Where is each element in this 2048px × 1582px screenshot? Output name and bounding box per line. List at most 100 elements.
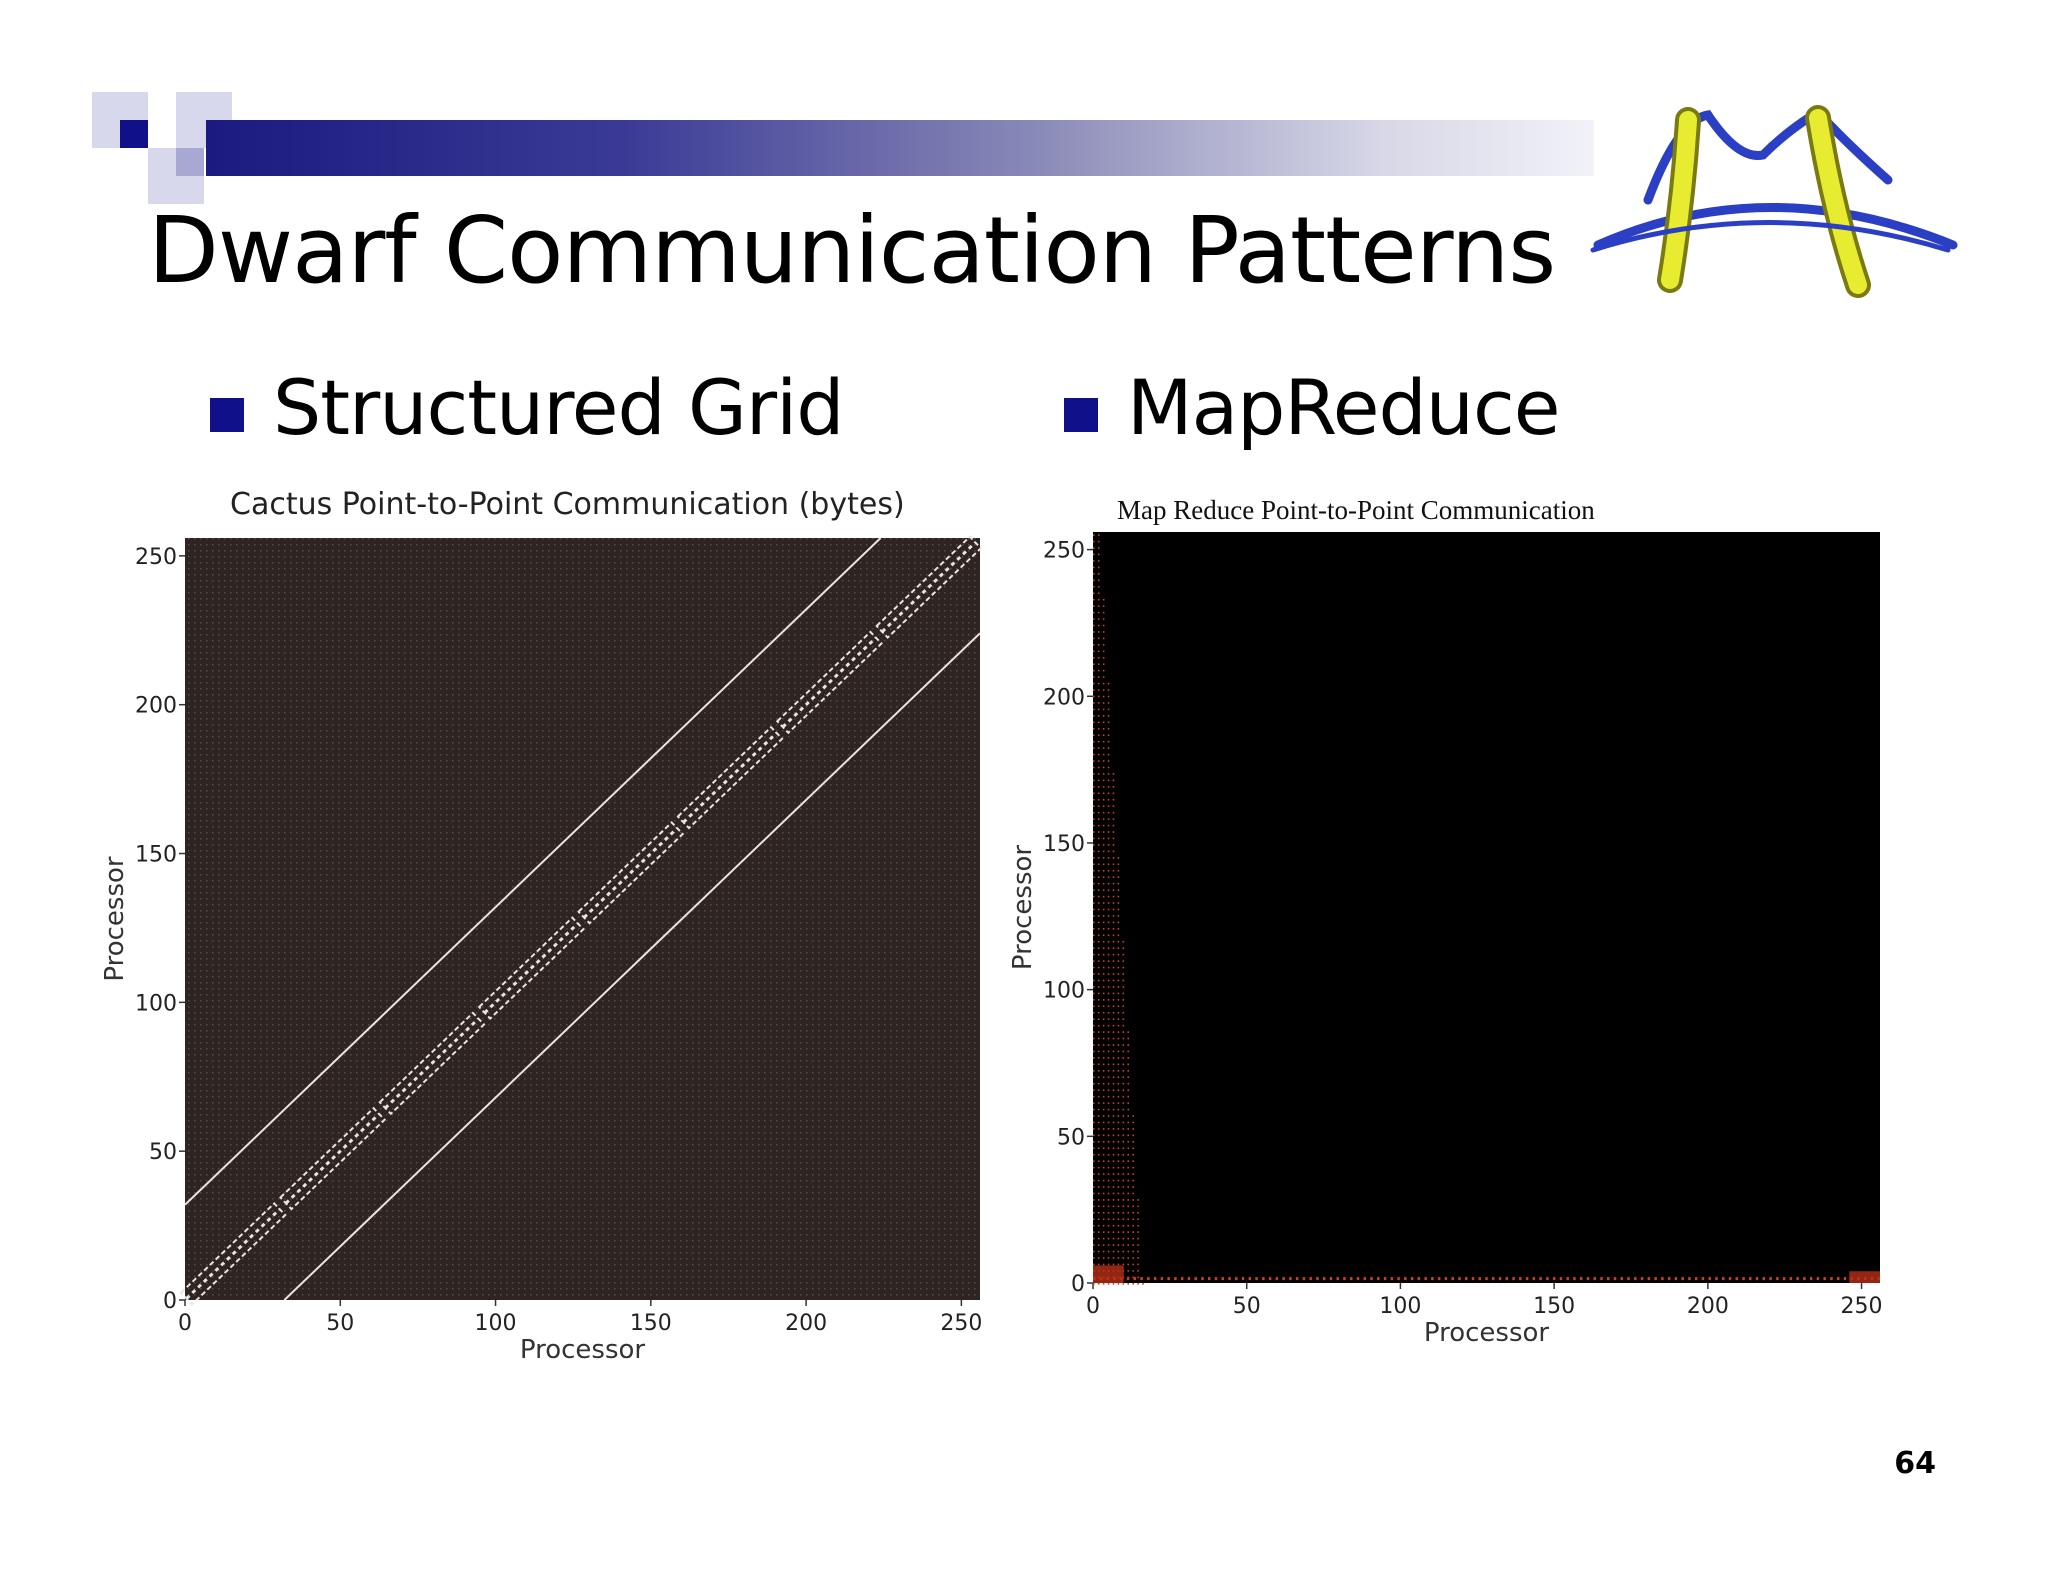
comm-dot [1132,1166,1134,1169]
comm-dot [1097,805,1100,808]
comm-dot [1107,1115,1110,1117]
comm-dot [1127,1160,1130,1162]
comm-dot [1107,928,1110,930]
comm-dot [1126,1277,1130,1281]
comm-dot [1097,631,1100,633]
comm-dot [1552,1277,1556,1281]
comm-dot [1302,1277,1306,1281]
x-tick-label: 150 [1533,1294,1575,1319]
comm-dot [1107,734,1110,737]
comm-dot [1093,656,1095,659]
comm-dot [1093,689,1095,691]
comm-dot [1102,792,1105,795]
comm-dot [1097,676,1100,678]
comm-dot [1127,1166,1130,1169]
comm-dot [1127,1102,1130,1104]
comm-dot [1112,831,1115,833]
comm-dot [1620,1277,1624,1281]
comm-dot [1107,1205,1110,1208]
comm-dot [1093,566,1095,569]
comm-dot [1107,902,1110,904]
comm-dot [1097,915,1100,917]
y-axis-label: Processor [1008,845,1038,971]
comm-dot [1112,1102,1115,1104]
comm-dot [1093,1128,1095,1130]
comm-dot [1093,876,1095,879]
comm-dot [1546,1277,1549,1281]
comm-dot [1097,1224,1100,1227]
comm-dot [1117,1082,1120,1085]
comm-dot [1107,818,1110,820]
comm-dot [1102,863,1105,866]
comm-dot [1097,1186,1100,1188]
comm-dot [1097,1063,1100,1066]
comm-dot [1093,1205,1095,1208]
comm-dot [1107,1011,1110,1014]
comm-dot [1107,1082,1110,1085]
comm-dot [1117,1283,1120,1285]
comm-dot [1127,1076,1130,1079]
comm-dot [1112,1018,1115,1020]
comm-dot [1102,1134,1105,1137]
comm-dot [1112,1147,1115,1150]
comm-dot [1137,1224,1139,1227]
comm-dot [1097,1070,1100,1072]
comm-dot [1093,863,1095,866]
comm-dot [1329,1277,1333,1281]
comm-dot [1107,1128,1110,1130]
comm-dot [1132,1218,1134,1221]
comm-dot [1102,1089,1105,1091]
comm-dot [1102,1218,1105,1221]
chart-title: Cactus Point-to-Point Communication (byt… [230,487,905,522]
comm-dot [1112,1115,1115,1117]
comm-dot [1112,966,1115,969]
comm-dot [1207,1277,1211,1281]
comm-dot [1107,695,1110,698]
comm-dot [1117,1115,1120,1117]
comm-dot [1112,792,1115,795]
comm-dot [1097,715,1100,717]
comm-dot [1093,702,1095,704]
comm-dot [1107,727,1110,730]
comm-dot [1107,1224,1110,1227]
comm-dot [1102,702,1105,704]
comm-dot [1097,824,1100,827]
comm-dot [1117,960,1120,962]
comm-dot [1647,1277,1651,1281]
comm-dot [1102,598,1105,601]
comm-dot [1107,1244,1110,1246]
comm-dot [1097,779,1100,782]
comm-dot [1093,682,1095,685]
comm-dot [1107,882,1110,885]
x-tick-label: 50 [326,1311,354,1336]
comm-dot [1112,1237,1115,1240]
comm-dot [1458,1277,1461,1281]
comm-dot [1093,798,1095,801]
comm-dot [1539,1277,1542,1281]
comm-dot [1097,656,1100,659]
comm-dot [1107,895,1110,898]
comm-dot [1122,1024,1125,1027]
comm-dot [1112,882,1115,885]
comm-dot [1512,1277,1515,1281]
diagonal-block [179,1202,287,1306]
comm-dot [1093,727,1095,730]
comm-dot [1749,1277,1752,1281]
comm-dot [1093,740,1095,743]
comm-dot [1390,1277,1394,1281]
comm-dot [1221,1277,1225,1281]
comm-dot [1117,1244,1120,1246]
comm-dot [1132,1128,1134,1130]
comm-dot [1097,650,1100,653]
comm-dot [1112,1108,1115,1111]
comm-dot [1107,908,1110,911]
comm-dot [1093,579,1095,582]
comm-dot [1112,1089,1115,1091]
comm-dot [1093,1263,1095,1266]
comm-dot [1127,1089,1130,1091]
comm-dot [1122,1108,1125,1111]
comm-dot [1112,979,1115,982]
comm-dot [1097,682,1100,685]
comm-dot [1117,999,1120,1001]
comm-dot [1093,973,1095,975]
